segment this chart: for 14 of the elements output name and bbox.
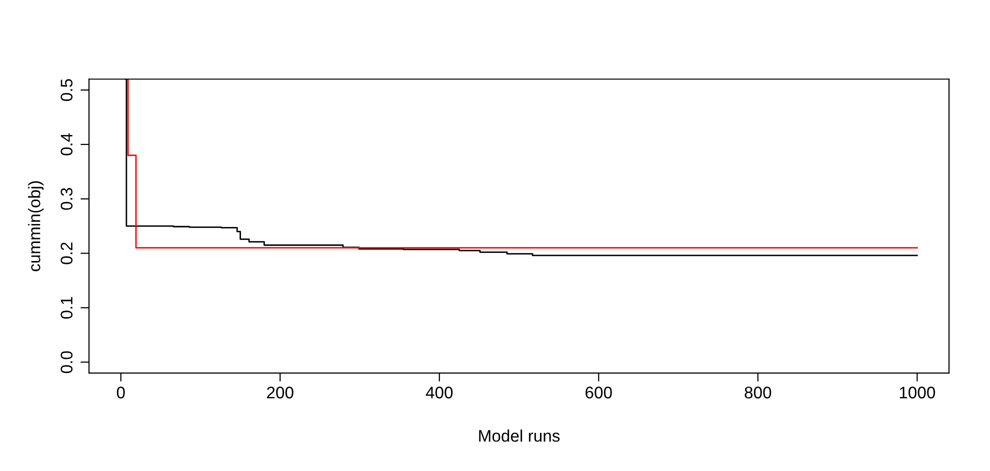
x-tick-label: 200 xyxy=(267,386,294,398)
x-tick-label: 400 xyxy=(426,386,453,398)
x-tick-label: 800 xyxy=(744,386,772,398)
x-axis-title: Model runs xyxy=(479,430,560,442)
y-tick-label: 0.1 xyxy=(60,296,73,319)
x-tick-label: 600 xyxy=(586,386,612,398)
y-tick-label: 0.2 xyxy=(60,242,73,264)
y-tick-label: 0.4 xyxy=(60,133,73,156)
y-tick-label: 0.0 xyxy=(60,351,73,374)
y-axis-title: cummin(obj) xyxy=(28,181,44,272)
x-tick-label: 1000 xyxy=(900,386,936,398)
x-tick-label: 0 xyxy=(116,386,125,398)
y-tick-label: 0.3 xyxy=(60,188,73,210)
y-tick-label: 0.5 xyxy=(60,79,73,101)
